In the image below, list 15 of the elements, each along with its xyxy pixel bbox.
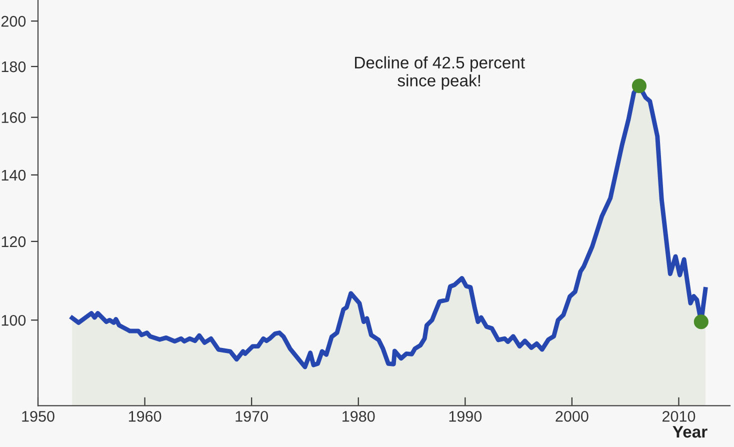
y-tick-label: 120	[2, 236, 26, 248]
x-tick-label: 1970	[236, 410, 268, 422]
y-tick-label: 200	[1, 16, 26, 27]
y-tick-label: 100	[2, 314, 26, 326]
y-tick-label: 160	[2, 112, 26, 124]
y-tick-label: 140	[2, 170, 26, 181]
y-tick-label: 180	[2, 61, 26, 72]
x-tick-label: 1990	[449, 410, 482, 422]
x-tick-label: 2010	[662, 410, 696, 422]
x-tick-label: 2000	[556, 410, 588, 422]
annotation: Decline of 42.5 percent since peak!	[355, 56, 525, 90]
x-tick-label: 1960	[128, 410, 162, 422]
x-axis-title: Year	[672, 426, 708, 438]
x-tick-label: 1950	[22, 410, 54, 422]
x-tick-label: 1980	[342, 410, 375, 422]
